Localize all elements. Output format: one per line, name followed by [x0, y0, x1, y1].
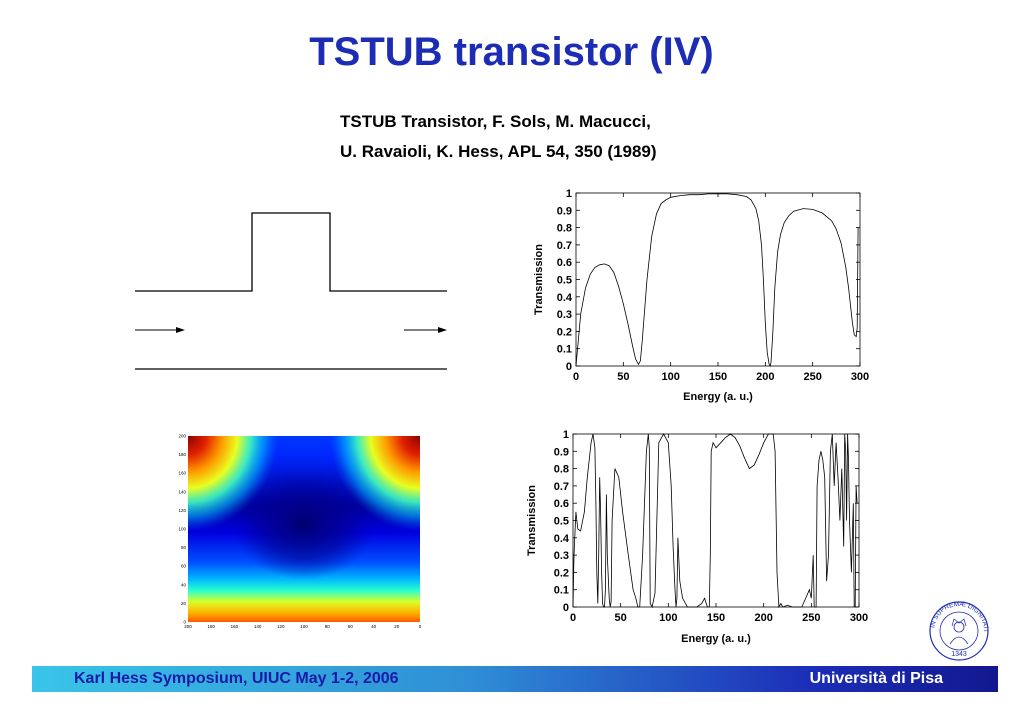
heatmap-x-tick-label: 0: [419, 624, 422, 629]
x-tick-label: 50: [617, 371, 629, 383]
footer-bar: Karl Hess Symposium, UIUC May 1-2, 2006 …: [32, 666, 998, 692]
x-tick-label: 50: [615, 612, 627, 624]
transmission-chart-bottom: 0 50 100 150 200 250 300 0 0.1 0.2 0.3 0.4 0.5 0.6 0.7…: [526, 429, 868, 645]
heatmap-y-tick-label: 120: [178, 508, 186, 513]
upper-waveguide-wall: [135, 212, 447, 292]
heatmap-x-tick-label: 80: [325, 624, 331, 629]
x-tick-label: 150: [707, 612, 725, 624]
x-tick-label: 300: [850, 612, 868, 624]
heatmap-x-tick-label: 120: [277, 624, 285, 629]
footer-institution-text: Università di Pisa: [809, 670, 943, 687]
heatmap-y-tick-label: 40: [181, 582, 187, 587]
y-tick-label: 0.9: [557, 205, 572, 217]
x-tick-label: 300: [851, 371, 869, 383]
seal-motto: IN SUPREMÆ DIGNITATIS: [922, 595, 989, 632]
y-tick-label: 0.8: [554, 464, 569, 476]
y-tick-label: 0.3: [557, 309, 572, 321]
y-tick-label: 0: [566, 361, 572, 373]
university-seal-icon: IN SUPREMÆ DIGNITATIS 1343: [922, 595, 989, 661]
heatmap-image: [188, 436, 420, 622]
y-tick-label: 0: [563, 602, 569, 614]
x-tick-label: 250: [802, 612, 820, 624]
heatmap-y-tick-label: 20: [181, 601, 187, 606]
tstub-geometry-diagram: [135, 212, 447, 370]
heatmap-y-tick-label: 160: [178, 471, 186, 476]
x-tick-label: 200: [754, 612, 772, 624]
y-tick-label: 0.5: [554, 516, 569, 528]
y-tick-label: 0.2: [554, 567, 569, 579]
x-tick-label: 250: [803, 371, 821, 383]
x-tick-label: 0: [570, 612, 576, 624]
y-tick-label: 0.8: [557, 223, 572, 235]
y-axis-label: Transmission: [526, 485, 538, 556]
x-tick-label: 0: [573, 371, 579, 383]
heatmap-x-tick-label: 200: [184, 624, 192, 629]
y-tick-label: 0.6: [557, 257, 572, 269]
slide-title: TSTUB transistor (IV): [309, 30, 714, 74]
plot-frame: [575, 192, 861, 367]
heatmap-x-tick-label: 180: [207, 624, 215, 629]
heatmap-y-tick-label: 0: [183, 620, 186, 625]
heatmap-y-tick-label: 60: [181, 564, 187, 569]
y-tick-label: 0.5: [557, 275, 572, 287]
y-tick-label: 0.4: [554, 533, 570, 545]
y-tick-label: 0.3: [554, 550, 569, 562]
y-axis-label: Transmission: [533, 244, 545, 315]
x-tick-label: 150: [709, 371, 727, 383]
y-tick-label: 1: [563, 429, 569, 441]
transmission-chart-top: 0 50 100 150 200 250 300 0 0.1 0.2 0.3 0.4 0.5 0.6 0.7…: [533, 188, 869, 403]
heatmap-x-tick-label: 140: [254, 624, 262, 629]
heatmap-x-tick-label: 60: [348, 624, 354, 629]
heatmap-y-tick-label: 100: [178, 527, 186, 532]
y-tick-label: 0.1: [557, 344, 572, 356]
y-tick-label: 0.4: [557, 292, 573, 304]
citation-line-1: TSTUB Transistor, F. Sols, M. Macucci,: [340, 112, 651, 131]
y-tick-label: 0.2: [557, 326, 572, 338]
citation-line-2: U. Ravaioli, K. Hess, APL 54, 350 (1989): [340, 142, 657, 161]
x-axis-label: Energy (a. u.): [683, 391, 753, 403]
right-arrow-icon: [404, 327, 447, 333]
y-tick-label: 0.7: [554, 481, 569, 493]
x-tick-label: 200: [756, 371, 774, 383]
footer-event-text: Karl Hess Symposium, UIUC May 1-2, 2006: [74, 670, 399, 687]
x-tick-label: 100: [659, 612, 677, 624]
right-arrow-icon: [135, 327, 185, 333]
y-tick-label: 0.7: [557, 240, 572, 252]
heatmap-y-tick-label: 80: [181, 545, 187, 550]
x-tick-label: 100: [661, 371, 679, 383]
heatmap-y-tick-label: 200: [178, 434, 186, 439]
y-tick-label: 0.6: [554, 498, 569, 510]
heatmap-x-tick-label: 20: [394, 624, 400, 629]
transmission-series-line: [575, 193, 859, 368]
seal-year: 1343: [951, 651, 967, 658]
heatmap-x-tick-label: 40: [371, 624, 377, 629]
heatmap-x-tick-label: 100: [300, 624, 308, 629]
heatmap-x-tick-label: 160: [231, 624, 239, 629]
heatmap-y-tick-label: 180: [178, 452, 186, 457]
y-tick-label: 1: [566, 188, 572, 200]
y-tick-label: 0.1: [554, 585, 569, 597]
transmission-series-line: [572, 433, 858, 609]
heatmap-y-tick-label: 140: [178, 489, 186, 494]
x-axis-label: Energy (a. u.): [681, 633, 751, 645]
y-tick-label: 0.9: [554, 446, 569, 458]
